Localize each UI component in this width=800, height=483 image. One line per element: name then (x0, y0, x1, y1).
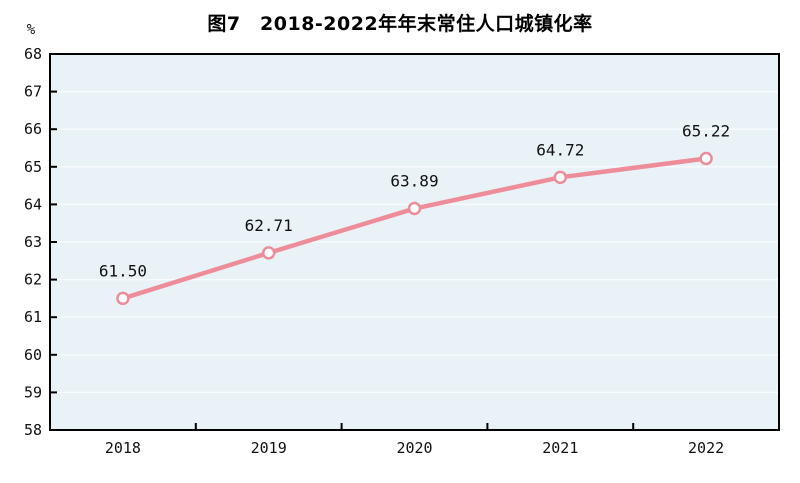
y-axis-tick-label: 62 (24, 271, 42, 289)
y-axis-tick-label: 68 (24, 45, 42, 63)
data-point-label: 62.71 (245, 216, 293, 235)
y-axis-tick-label: 60 (24, 346, 42, 364)
x-axis-tick-label: 2019 (251, 439, 287, 457)
x-axis-tick-label: 2022 (688, 439, 724, 457)
x-axis-tick-label: 2021 (542, 439, 578, 457)
x-axis-tick-label: 2018 (105, 439, 141, 457)
y-axis-tick-label: 59 (24, 383, 42, 401)
y-axis-tick-label: 58 (24, 421, 42, 439)
data-point-marker (553, 170, 568, 185)
y-axis-tick-label: 61 (24, 308, 42, 326)
data-point-label: 63.89 (390, 172, 438, 191)
chart-title: 图7 2018-2022年年末常住人口城镇化率 (207, 13, 593, 35)
y-axis-tick-label: 63 (24, 233, 42, 251)
x-axis-tick-label: 2020 (396, 439, 432, 457)
data-point-label: 65.22 (682, 122, 730, 141)
y-axis-tick-label: 67 (24, 83, 42, 101)
y-axis-tick-label: 65 (24, 158, 42, 176)
y-axis-unit-label: % (26, 22, 36, 38)
data-point-marker (116, 291, 130, 306)
data-point-label: 64.72 (536, 140, 584, 159)
data-point-marker (699, 151, 713, 166)
data-point-marker (407, 201, 422, 216)
y-axis-tick-label: 66 (24, 120, 42, 138)
data-point-label: 61.50 (99, 261, 147, 280)
y-axis-tick-label: 64 (24, 195, 42, 213)
data-point-marker (261, 246, 276, 260)
